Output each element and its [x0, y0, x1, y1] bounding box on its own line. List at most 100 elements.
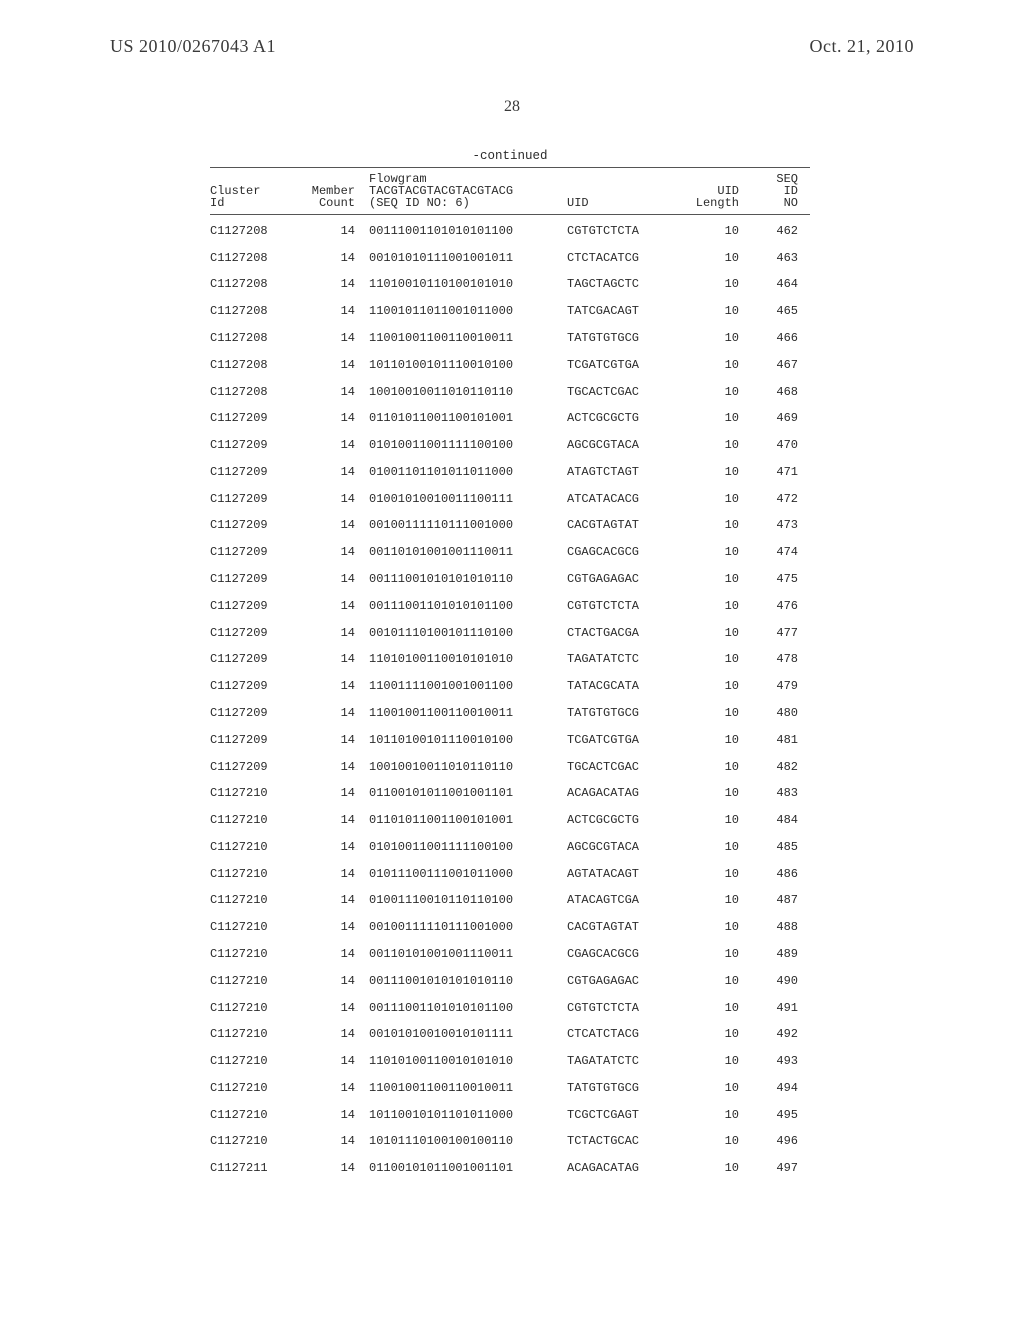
- cell-len: 10: [677, 493, 753, 505]
- cell-seqid: 493: [753, 1055, 798, 1067]
- cell-cluster: C1127210: [210, 1055, 300, 1067]
- cell-len: 10: [677, 627, 753, 639]
- col-len-l2: Length: [677, 197, 739, 209]
- cell-len: 10: [677, 1162, 753, 1174]
- cell-len: 10: [677, 921, 753, 933]
- header-date: Oct. 21, 2010: [810, 36, 915, 57]
- cell-uid: TAGCTAGCTC: [567, 278, 677, 290]
- cell-count: 14: [300, 814, 369, 826]
- cell-uid: ACTCGCGCTG: [567, 814, 677, 826]
- table-row: C11272101401001110010110110100ATACAGTCGA…: [210, 887, 810, 914]
- cell-len: 10: [677, 600, 753, 612]
- cell-cluster: C1127208: [210, 359, 300, 371]
- cell-uid: ATCATACACG: [567, 493, 677, 505]
- cell-uid: ACTCGCGCTG: [567, 412, 677, 424]
- cell-flow: 11010100110010101010: [369, 1055, 567, 1067]
- cell-seqid: 480: [753, 707, 798, 719]
- cell-seqid: 472: [753, 493, 798, 505]
- cell-cluster: C1127211: [210, 1162, 300, 1174]
- cell-uid: TATCGACAGT: [567, 305, 677, 317]
- cell-flow: 00101010111001001011: [369, 252, 567, 264]
- cell-count: 14: [300, 278, 369, 290]
- cell-cluster: C1127208: [210, 252, 300, 264]
- cell-cluster: C1127209: [210, 493, 300, 505]
- cell-cluster: C1127209: [210, 734, 300, 746]
- cell-len: 10: [677, 1082, 753, 1094]
- cell-count: 14: [300, 573, 369, 585]
- cell-len: 10: [677, 1028, 753, 1040]
- cell-len: 10: [677, 894, 753, 906]
- cell-count: 14: [300, 386, 369, 398]
- cell-flow: 10110100101110010100: [369, 359, 567, 371]
- table-row: C11272101401100101011001001101ACAGACATAG…: [210, 780, 810, 807]
- cell-uid: TCGCTCGAGT: [567, 1109, 677, 1121]
- cell-count: 14: [300, 868, 369, 880]
- cell-count: 14: [300, 466, 369, 478]
- col-count: Member Count: [300, 185, 369, 209]
- cell-seqid: 474: [753, 546, 798, 558]
- cell-seqid: 491: [753, 1002, 798, 1014]
- table-row: C11272101411010100110010101010TAGATATCTC…: [210, 1048, 810, 1075]
- table-row: C11272091400100111110111001000CACGTAGTAT…: [210, 512, 810, 539]
- cell-len: 10: [677, 841, 753, 853]
- cell-len: 10: [677, 1002, 753, 1014]
- table-row: C11272081400111001101010101100CGTGTCTCTA…: [210, 218, 810, 245]
- header-pubnum: US 2010/0267043 A1: [110, 36, 276, 57]
- cell-flow: 11001111001001001100: [369, 680, 567, 692]
- cell-uid: AGCGCGTACA: [567, 439, 677, 451]
- cell-flow: 01010011001111100100: [369, 439, 567, 451]
- cell-len: 10: [677, 546, 753, 558]
- table-row: C11272101400111001010101010110CGTGAGAGAC…: [210, 967, 810, 994]
- cell-flow: 10110100101110010100: [369, 734, 567, 746]
- cell-seqid: 462: [753, 225, 798, 237]
- cell-cluster: C1127209: [210, 412, 300, 424]
- cell-len: 10: [677, 734, 753, 746]
- cell-count: 14: [300, 1082, 369, 1094]
- cell-cluster: C1127209: [210, 761, 300, 773]
- top-rule: [210, 167, 810, 168]
- cell-len: 10: [677, 278, 753, 290]
- cell-cluster: C1127210: [210, 975, 300, 987]
- cell-cluster: C1127209: [210, 573, 300, 585]
- table-row: C11272091400111001101010101100CGTGTCTCTA…: [210, 592, 810, 619]
- cell-count: 14: [300, 1002, 369, 1014]
- cell-cluster: C1127210: [210, 1082, 300, 1094]
- cell-flow: 01100101011001001101: [369, 787, 567, 799]
- cell-flow: 00111001010101010110: [369, 975, 567, 987]
- cell-count: 14: [300, 680, 369, 692]
- table-row: C11272101401010011001111100100AGCGCGTACA…: [210, 833, 810, 860]
- cell-count: 14: [300, 412, 369, 424]
- cell-seqid: 492: [753, 1028, 798, 1040]
- cell-len: 10: [677, 653, 753, 665]
- table-row: C11272081410010010011010110110TGCACTCGAC…: [210, 378, 810, 405]
- cell-count: 14: [300, 359, 369, 371]
- cell-uid: CGTGTCTCTA: [567, 600, 677, 612]
- cell-seqid: 481: [753, 734, 798, 746]
- col-count-l1: Member: [300, 185, 355, 197]
- cell-count: 14: [300, 948, 369, 960]
- cell-len: 10: [677, 1135, 753, 1147]
- cell-cluster: C1127210: [210, 948, 300, 960]
- table-row: C11272091400111001010101010110CGTGAGAGAC…: [210, 566, 810, 593]
- cell-seqid: 465: [753, 305, 798, 317]
- cell-count: 14: [300, 787, 369, 799]
- cell-count: 14: [300, 546, 369, 558]
- cell-uid: TCGATCGTGA: [567, 734, 677, 746]
- cell-uid: AGTATACAGT: [567, 868, 677, 880]
- cell-uid: TATGTGTGCG: [567, 1082, 677, 1094]
- cell-len: 10: [677, 252, 753, 264]
- cell-seqid: 463: [753, 252, 798, 264]
- table-row: C11272091400101110100101110100CTACTGACGA…: [210, 619, 810, 646]
- col-flow-l3: (SEQ ID NO: 6): [369, 197, 567, 209]
- cell-count: 14: [300, 1162, 369, 1174]
- table-row: C11272081411001011011001011000TATCGACAGT…: [210, 298, 810, 325]
- cell-count: 14: [300, 600, 369, 612]
- cell-cluster: C1127209: [210, 466, 300, 478]
- cell-flow: 01001110010110110100: [369, 894, 567, 906]
- data-table: -continued Cluster Id Member Count Flowg…: [210, 150, 810, 1182]
- cell-uid: CTCATCTACG: [567, 1028, 677, 1040]
- cell-cluster: C1127210: [210, 894, 300, 906]
- cell-len: 10: [677, 1109, 753, 1121]
- cell-seqid: 494: [753, 1082, 798, 1094]
- cell-count: 14: [300, 439, 369, 451]
